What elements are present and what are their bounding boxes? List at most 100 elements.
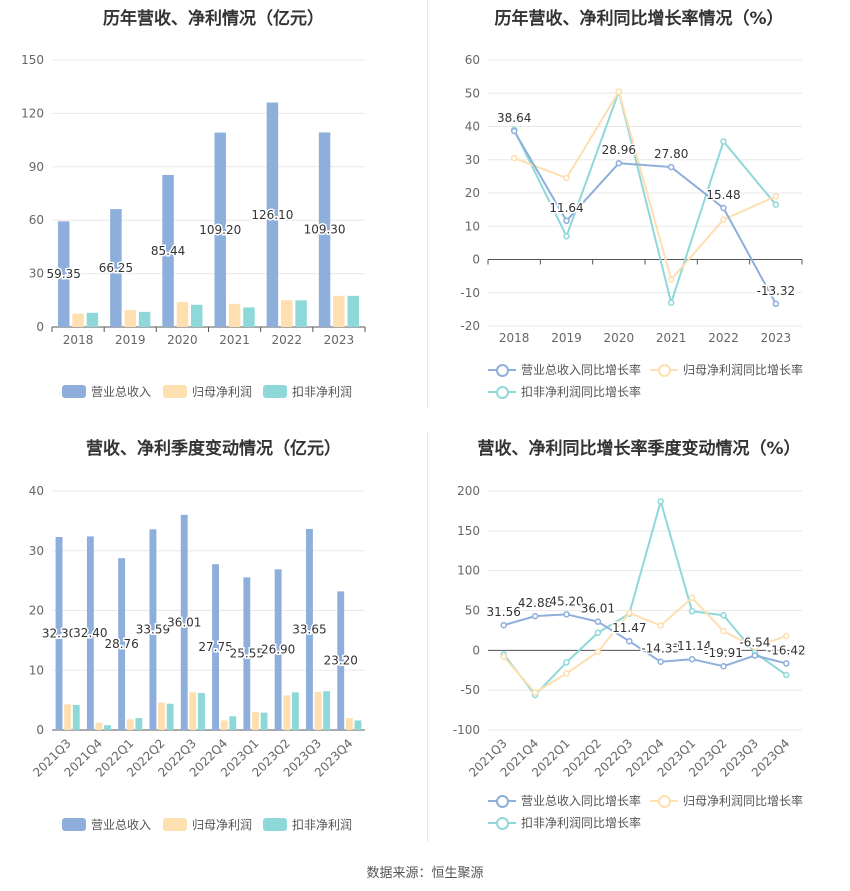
legend-label: 扣非净利润 — [292, 385, 353, 399]
deducted-profit-bar — [323, 691, 331, 730]
parent-profit-bar — [333, 295, 345, 327]
revenue-growth-data-label: 36.01 — [581, 602, 615, 616]
parent-profit-bar — [314, 691, 322, 730]
deducted-profit-growth-point — [772, 201, 780, 208]
x-tick-label: 2022 — [271, 333, 302, 347]
revenue-growth-point — [500, 621, 507, 629]
y-tick-label: 0 — [36, 320, 44, 334]
legend-line-marker — [488, 385, 516, 399]
legend-revenue-growth[interactable]: 营业总收入同比增长率 — [488, 361, 641, 378]
revenue-data-label: 36.01 — [167, 615, 201, 629]
y-tick-label: 0 — [472, 253, 480, 267]
chart-title: 历年营收、净利情况（亿元） — [103, 9, 324, 29]
legend-revenue[interactable]: 营业总收入 — [62, 383, 151, 400]
parent-profit-growth-line — [513, 89, 777, 282]
parent-profit-bar — [176, 302, 189, 327]
revenue-data-label: 28.76 — [104, 637, 138, 651]
parent-profit-growth-point — [563, 174, 570, 182]
parent-profit-growth-point — [783, 632, 790, 640]
deducted-profit-growth-line — [513, 88, 777, 307]
chart-title: 历年营收、净利同比增长率情况（%） — [494, 9, 784, 29]
revenue-data-label: 59.35 — [47, 267, 81, 281]
revenue-growth-point — [688, 655, 696, 663]
revenue-growth-data-label: 11.64 — [549, 201, 583, 215]
parent-profit-bar — [281, 300, 293, 327]
parent-profit-bar — [95, 722, 103, 730]
y-tick-label: -20 — [460, 319, 480, 333]
y-tick-label: 200 — [457, 484, 480, 498]
legend-label: 营业总收入 — [91, 818, 152, 832]
parent-profit-bar — [158, 702, 165, 730]
deducted-profit-bar — [138, 311, 151, 327]
deducted-profit-bar — [260, 712, 268, 730]
deducted-profit-growth-line — [502, 497, 787, 697]
revenue-bar — [118, 558, 126, 730]
legend-deducted-profit-growth[interactable]: 扣非净利润同比增长率 — [488, 814, 641, 831]
legend-line-marker — [650, 363, 678, 377]
parent-profit-growth-point — [594, 648, 602, 656]
parent-profit-growth-point — [688, 594, 696, 602]
y-tick-label: 150 — [457, 524, 480, 538]
parent-profit-bar — [64, 704, 72, 730]
revenue-bar — [57, 221, 70, 327]
legend-deducted-profit-growth[interactable]: 扣非净利润同比增长率 — [488, 383, 641, 400]
legend-deducted-profit[interactable]: 扣非净利润 — [263, 816, 352, 833]
revenue-growth-data-label: 42.88 — [518, 596, 552, 610]
y-tick-label: 10 — [465, 219, 480, 233]
chart-svg: 0102030402021Q332.302021Q432.402022Q128.… — [29, 484, 365, 780]
y-tick-label: 50 — [465, 86, 480, 100]
x-tick-label: 2018 — [499, 331, 530, 345]
revenue-growth-data-label: 45.20 — [549, 594, 583, 608]
parent-profit-growth-point — [657, 622, 664, 629]
revenue-growth-data-label: 38.64 — [497, 111, 531, 125]
legend-swatch — [163, 818, 187, 831]
x-tick-label: 2022 — [708, 331, 739, 345]
y-tick-label: 50 — [465, 604, 480, 618]
annual-growth-rate-chart: 历年营收、净利同比增长率情况（%） -20 -10 0 10 20 30 40 50 60 201… — [428, 0, 850, 420]
deducted-profit-growth-point — [688, 608, 696, 615]
revenue-bar — [86, 536, 94, 730]
deducted-profit-bar — [72, 704, 80, 730]
legend-label: 扣非净利润同比增长率 — [521, 816, 642, 830]
legend-revenue[interactable]: 营业总收入 — [62, 816, 151, 833]
legend-parent-profit-growth[interactable]: 归母净利润同比增长率 — [650, 792, 803, 809]
revenue-data-label: 32.30 — [42, 627, 76, 641]
y-tick-label: 60 — [465, 53, 480, 67]
legend-revenue-growth[interactable]: 营业总收入同比增长率 — [488, 792, 641, 809]
y-tick-label: 40 — [465, 120, 480, 134]
deducted-profit-bar — [198, 692, 205, 730]
deducted-profit-bar — [104, 725, 112, 730]
revenue-bar — [110, 209, 122, 327]
parent-profit-growth-point — [751, 643, 759, 651]
y-tick-label: 20 — [29, 604, 44, 618]
x-tick-label: 2018 — [63, 333, 94, 347]
parent-profit-growth-point — [667, 276, 675, 283]
revenue-data-label: 32.40 — [73, 626, 107, 640]
revenue-growth-point — [720, 204, 727, 212]
parent-profit-growth-point — [500, 653, 507, 660]
revenue-growth-data-label: -11.14 — [673, 639, 712, 653]
parent-profit-bar — [345, 718, 353, 730]
legend-parent-profit[interactable]: 归母净利润 — [163, 383, 252, 400]
legend-swatch — [62, 818, 86, 831]
revenue-growth-point — [751, 652, 759, 659]
legend-line-marker — [488, 816, 516, 830]
parent-profit-growth-point — [626, 609, 633, 617]
legend-parent-profit-growth[interactable]: 归母净利润同比增长率 — [650, 361, 803, 378]
parent-profit-bar — [126, 719, 134, 730]
legend-swatch — [62, 385, 86, 398]
deducted-profit-growth-point — [720, 138, 727, 145]
legend-parent-profit[interactable]: 归母净利润 — [163, 816, 252, 833]
revenue-data-label: 33.65 — [292, 622, 326, 636]
revenue-growth-data-label: -13.32 — [756, 284, 795, 298]
deducted-profit-bar — [135, 718, 143, 730]
y-tick-label: 60 — [29, 213, 44, 227]
revenue-bar — [149, 529, 157, 730]
revenue-growth-data-label: -14.33 — [641, 642, 680, 656]
y-tick-label: 20 — [465, 186, 480, 200]
legend-deducted-profit[interactable]: 扣非净利润 — [263, 383, 352, 400]
x-tick-label: 2019 — [551, 331, 582, 345]
revenue-data-label: 27.75 — [198, 640, 232, 654]
parent-profit-growth-line — [502, 596, 787, 694]
chart-title: 营收、净利同比增长率季度变动情况（%） — [477, 439, 801, 459]
